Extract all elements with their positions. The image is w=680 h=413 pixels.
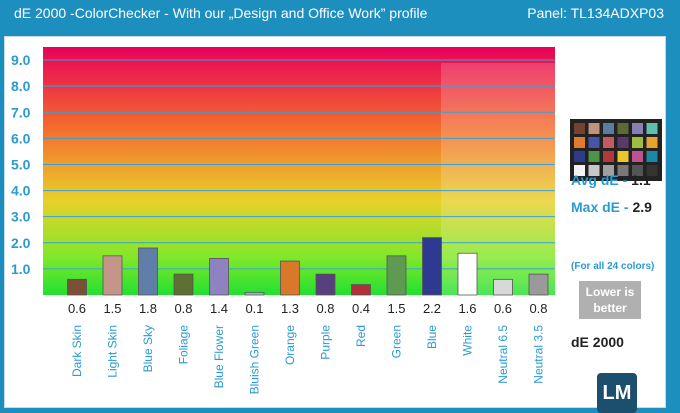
color-checker-image [570, 119, 662, 181]
category-label: Orange [283, 325, 297, 365]
y-tick-label: 5.0 [11, 156, 31, 172]
value-label: 0.4 [352, 301, 370, 316]
avg-de: Avg dE - 1.1 [571, 172, 651, 188]
bar [209, 258, 229, 296]
category-label: Red [354, 325, 368, 347]
y-tick-label: 2.0 [11, 235, 31, 251]
checker-swatch [574, 151, 585, 162]
checker-swatch [617, 137, 629, 148]
checker-swatch [617, 123, 629, 134]
laptopmedia-logo: LM [597, 373, 637, 413]
category-label: Neutral 3.5 [532, 325, 546, 384]
value-label: 0.6 [494, 301, 512, 316]
value-label: 1.5 [103, 301, 121, 316]
checker-swatch [603, 165, 614, 176]
bar [457, 252, 478, 296]
chart-title: dE 2000 -ColorChecker - With our „Design… [14, 5, 428, 21]
category-label: Dark Skin [70, 325, 84, 377]
bar [138, 247, 158, 296]
value-label: 0.8 [316, 301, 334, 316]
value-label: 1.6 [458, 301, 476, 316]
y-tick-label: 6.0 [11, 130, 31, 146]
max-de: Max dE - 2.9 [571, 199, 652, 215]
checker-swatch [646, 137, 658, 148]
value-label: 1.5 [387, 301, 405, 316]
chart-svg: 1.0 2.0 3.0 4.0 5.0 6.0 7.0 8.0 9.0 0.6 1.5 1.8 0.8… [11, 47, 555, 394]
category-label: Blue Sky [141, 325, 155, 372]
checker-swatch [588, 123, 600, 134]
checker-swatch [646, 151, 658, 162]
panel-label: Panel: TL134ADXP03 [527, 5, 664, 21]
all-colors-note: (For all 24 colors) [571, 261, 655, 272]
checker-swatch [646, 165, 658, 176]
y-tick-label: 1.0 [11, 261, 31, 277]
checker-swatch [574, 123, 585, 134]
checker-swatch [574, 165, 585, 176]
checker-swatch [632, 165, 643, 176]
category-label: White [461, 325, 475, 356]
bar [67, 278, 87, 296]
bar [386, 255, 407, 296]
category-label: Light Skin [106, 325, 120, 378]
checker-swatch [632, 151, 643, 162]
bar [528, 273, 549, 296]
checker-swatch [588, 165, 600, 176]
checker-swatch [646, 123, 658, 134]
bar [280, 260, 300, 296]
bar [493, 278, 513, 296]
chart-card: 1.0 2.0 3.0 4.0 5.0 6.0 7.0 8.0 9.0 0.6 1.5 1.8 0.8… [4, 36, 666, 413]
value-label: 0.6 [68, 301, 86, 316]
checker-swatch [603, 123, 614, 134]
checker-swatch [603, 151, 614, 162]
checker-swatch [603, 137, 614, 148]
y-tick-label: 4.0 [11, 183, 31, 199]
value-label: 1.3 [281, 301, 299, 316]
value-label: 2.2 [423, 301, 441, 316]
checker-swatch [588, 151, 600, 162]
category-label: Purple [319, 325, 333, 360]
category-label: Foliage [177, 325, 191, 365]
y-tick-label: 3.0 [11, 209, 31, 225]
y-tick-label: 8.0 [11, 78, 31, 94]
category-label: Neutral 6.5 [496, 325, 510, 384]
unit-label: dE 2000 [571, 334, 624, 350]
bar [173, 273, 194, 296]
lower-is-better-badge: Lower is better [579, 281, 641, 319]
y-tick-label: 7.0 [11, 104, 31, 120]
bar [244, 291, 265, 296]
value-label: 1.4 [210, 301, 228, 316]
value-label: 0.8 [529, 301, 547, 316]
category-label: Blue Flower [212, 325, 226, 388]
bar [102, 255, 123, 296]
bar [351, 284, 371, 296]
y-tick-label: 9.0 [11, 52, 31, 68]
checker-swatch [617, 165, 629, 176]
checker-swatch [588, 137, 600, 148]
checker-swatch [632, 137, 643, 148]
color-checker-grid [574, 123, 658, 176]
category-label: Green [390, 325, 404, 358]
category-label: Bluish Green [248, 325, 262, 394]
category-label: Blue [425, 325, 439, 349]
checker-swatch [617, 151, 629, 162]
value-label: 0.1 [245, 301, 263, 316]
bar [315, 273, 336, 296]
checker-swatch [632, 123, 643, 134]
bar [422, 237, 442, 296]
value-label: 0.8 [174, 301, 192, 316]
checker-swatch [574, 137, 585, 148]
value-label: 1.8 [139, 301, 157, 316]
